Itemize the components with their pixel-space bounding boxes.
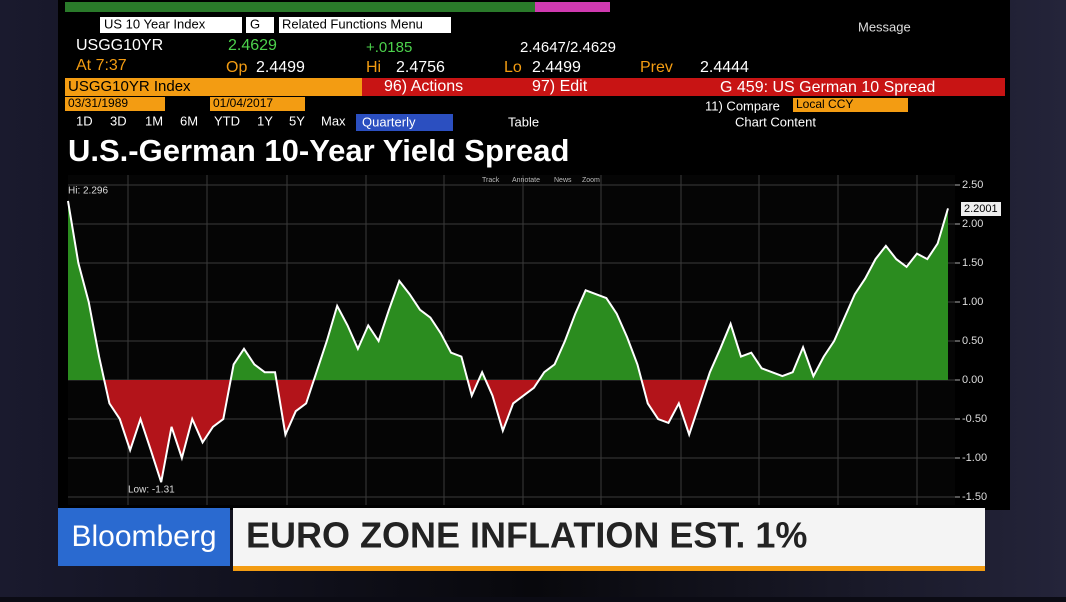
start-date[interactable]: 03/31/1989 xyxy=(68,96,128,110)
y-tick-label: 0.50 xyxy=(962,335,983,347)
function: G 459: US German 10 Spread xyxy=(720,79,935,96)
line xyxy=(67,200,949,483)
chart-tool[interactable]: Track xyxy=(482,177,500,184)
prev-label: Prev xyxy=(640,59,673,76)
area-negative xyxy=(68,380,948,483)
last-price: 2.4629 xyxy=(228,37,277,54)
actions-button[interactable]: 96) Actions xyxy=(384,78,463,95)
headline-underline xyxy=(233,566,985,571)
headline: EURO ZONE INFLATION EST. 1% xyxy=(246,515,807,556)
range-button[interactable]: 1Y xyxy=(257,113,273,128)
chart: -1.50 -1.00 -0.50 0.00 0.50 1.00 1.50 2.00 2.50 H… xyxy=(67,179,1001,503)
range-button[interactable]: 3D xyxy=(110,113,127,128)
chart-tool[interactable]: News xyxy=(554,177,572,184)
range-button[interactable]: 1M xyxy=(145,113,163,128)
index: USGG10YR Index xyxy=(68,78,191,95)
currency[interactable]: Local CCY xyxy=(796,97,853,111)
y-tick-label: -1.00 xyxy=(962,452,987,464)
y-tick-label: -0.50 xyxy=(962,413,987,425)
range-button[interactable]: 5Y xyxy=(289,113,305,128)
brand: Bloomberg xyxy=(71,520,216,553)
start-date-box[interactable] xyxy=(65,97,165,111)
open-label: Op xyxy=(226,59,247,76)
prev: 2.4444 xyxy=(700,59,749,76)
end-date-box[interactable] xyxy=(210,97,305,111)
low-label: Lo xyxy=(504,59,522,76)
y-tick-label: 1.00 xyxy=(962,296,983,308)
y-tick-label: 2.00 xyxy=(962,218,983,230)
table-button[interactable]: Table xyxy=(508,114,539,129)
compare-button[interactable]: 11) Compare xyxy=(705,98,780,113)
period[interactable]: Quarterly xyxy=(362,114,416,129)
range-button[interactable]: 6M xyxy=(180,113,198,128)
g-field[interactable] xyxy=(246,17,274,33)
edit-button[interactable]: 97) Edit xyxy=(532,78,588,95)
period-box[interactable] xyxy=(356,114,453,131)
change: +.0185 xyxy=(366,39,412,56)
chart-tool[interactable]: Zoom xyxy=(582,177,600,184)
ticker: USGG10YR xyxy=(76,37,163,54)
high-annotation: Hi: 2.296 xyxy=(68,186,108,197)
high-label: Hi xyxy=(366,59,381,76)
low-annotation: Low: -1.31 xyxy=(128,485,175,496)
message[interactable]: Message xyxy=(858,19,911,34)
headline-box xyxy=(233,508,985,566)
action-bar xyxy=(362,78,1005,96)
bid-ask: 2.4647/2.4629 xyxy=(520,39,616,56)
y-tick-label: -1.50 xyxy=(962,491,987,503)
security-field[interactable] xyxy=(100,17,242,33)
brand-box xyxy=(58,508,230,566)
top-keys-pink xyxy=(535,2,610,12)
last-value-box xyxy=(961,202,1001,216)
open: 2.4499 xyxy=(256,59,305,76)
currency-box[interactable] xyxy=(793,98,908,112)
index-bar xyxy=(65,78,362,96)
security-field[interactable]: US 10 Year Index xyxy=(104,16,206,31)
y-tick-label: 2.50 xyxy=(962,179,983,191)
high: 2.4756 xyxy=(396,59,445,76)
g-field[interactable]: G xyxy=(250,16,260,31)
chart-tool[interactable]: Annotate xyxy=(512,177,540,184)
top-keys xyxy=(65,2,545,12)
range-button[interactable]: YTD xyxy=(214,113,240,128)
texts: US 10 Year Index G Related Functions Menu M… xyxy=(68,16,935,555)
y-tick-label: 0.00 xyxy=(962,374,983,386)
chart-title: U.S.-German 10-Year Yield Spread xyxy=(68,133,569,168)
chart-content[interactable]: Chart Content xyxy=(735,114,816,129)
y-tick-label: 1.50 xyxy=(962,257,983,269)
menu-field[interactable] xyxy=(279,17,451,33)
menu[interactable]: Related Functions Menu xyxy=(282,16,423,31)
area-positive xyxy=(68,200,948,380)
end-date[interactable]: 01/04/2017 xyxy=(213,96,273,110)
range-button[interactable]: Max xyxy=(321,113,346,128)
plot-area xyxy=(68,175,955,505)
time: At 7:37 xyxy=(76,57,127,74)
low: 2.4499 xyxy=(532,59,581,76)
range-button[interactable]: 1D xyxy=(76,113,93,128)
last-value-label: 2.2001 xyxy=(964,203,998,215)
